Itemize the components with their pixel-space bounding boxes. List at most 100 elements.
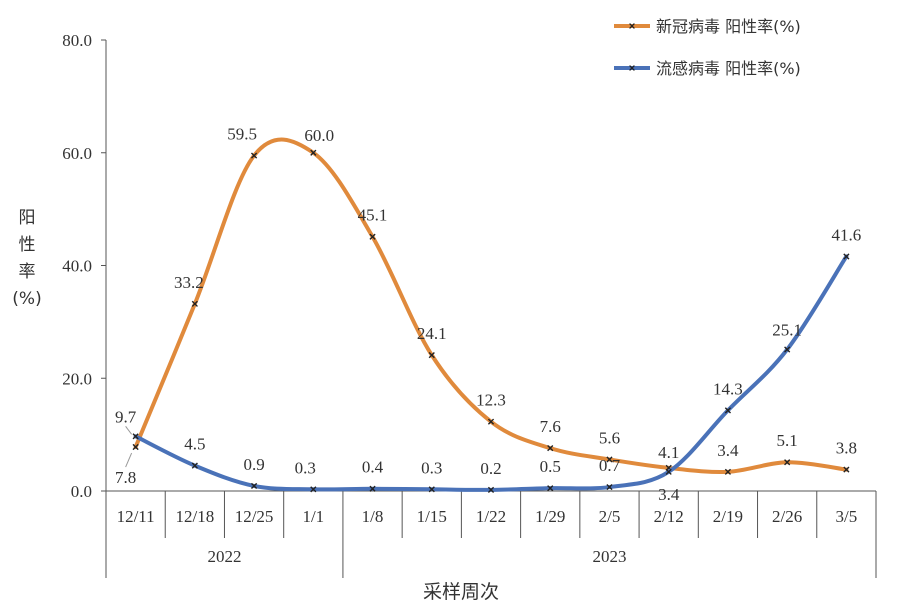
covid-data-label: 59.5 bbox=[227, 125, 257, 144]
year-label: 2023 bbox=[592, 547, 626, 566]
covid-data-label: 33.2 bbox=[174, 273, 204, 292]
marker-stroke bbox=[724, 407, 732, 414]
x-tick-label: 2/19 bbox=[713, 507, 743, 526]
series-layer bbox=[132, 137, 850, 493]
axes: 0.0 20.0 40.0 60.0 80.0 12/11 12/18 12/25 1/1 1/8… bbox=[12, 31, 877, 603]
marker-stroke bbox=[547, 485, 554, 492]
flu-data-label: 41.6 bbox=[832, 225, 862, 244]
marker-stroke bbox=[487, 418, 495, 425]
flu-marker bbox=[132, 433, 139, 440]
marker-stroke bbox=[250, 152, 258, 159]
marker-stroke bbox=[724, 468, 732, 475]
marker-stroke bbox=[428, 352, 435, 359]
marker-stroke bbox=[191, 462, 198, 469]
covid-series-line bbox=[133, 137, 849, 475]
flu-marker bbox=[724, 407, 732, 414]
flu-marker bbox=[547, 485, 554, 492]
flu-data-label: 0.7 bbox=[599, 456, 621, 475]
marker-stroke bbox=[784, 346, 791, 353]
covid-data-label: 24.1 bbox=[417, 324, 447, 343]
flu-marker bbox=[369, 485, 376, 492]
legend: 新冠病毒 阳性率(%) 流感病毒 阳性率(%) bbox=[614, 17, 801, 78]
covid-marker bbox=[132, 443, 139, 451]
flu-data-label: 25.1 bbox=[772, 320, 802, 339]
x-tick-label: 1/22 bbox=[476, 507, 506, 526]
marker-stroke bbox=[843, 466, 850, 473]
x-tick-label: 2/5 bbox=[599, 507, 621, 526]
y-axis-title: 阳性率(%) bbox=[12, 208, 41, 309]
marker-stroke bbox=[310, 149, 317, 156]
y-tick-label: 60.0 bbox=[62, 144, 92, 163]
covid-marker bbox=[428, 352, 435, 359]
marker-stroke bbox=[665, 468, 672, 475]
flu-data-label: 0.5 bbox=[540, 457, 561, 476]
flu-marker bbox=[843, 253, 850, 260]
y-tick-label: 40.0 bbox=[62, 257, 92, 276]
marker-stroke bbox=[428, 486, 435, 493]
x-tick-label: 1/8 bbox=[362, 507, 384, 526]
covid-marker bbox=[606, 456, 613, 463]
marker-stroke bbox=[369, 485, 376, 492]
covid-marker bbox=[369, 233, 376, 240]
flu-marker bbox=[250, 482, 258, 490]
marker-stroke bbox=[843, 253, 850, 260]
covid-marker bbox=[250, 152, 258, 159]
flu-series-line bbox=[133, 254, 849, 492]
x-tick-label: 2/26 bbox=[772, 507, 802, 526]
x-tick-label: 3/5 bbox=[836, 507, 858, 526]
legend-entry: 新冠病毒 阳性率(%) bbox=[656, 17, 801, 36]
flu-data-label: 0.3 bbox=[421, 458, 442, 477]
covid-marker bbox=[724, 468, 732, 475]
covid-marker bbox=[784, 459, 791, 466]
covid-marker bbox=[310, 149, 317, 156]
covid-data-label: 3.4 bbox=[717, 441, 739, 460]
marker-stroke bbox=[784, 459, 791, 466]
marker-stroke bbox=[547, 445, 554, 452]
x-tick-label: 12/25 bbox=[235, 507, 274, 526]
flu-marker bbox=[310, 486, 317, 493]
marker-stroke bbox=[132, 443, 139, 451]
y-tick-label: 20.0 bbox=[62, 369, 92, 388]
flu-marker bbox=[487, 486, 495, 493]
x-tick-label: 12/18 bbox=[175, 507, 214, 526]
flu-marker bbox=[606, 483, 613, 491]
x-axis-title: 采样周次 bbox=[423, 581, 499, 603]
flu-marker bbox=[665, 468, 672, 475]
covid-data-label: 45.1 bbox=[358, 206, 388, 225]
flu-data-label: 0.2 bbox=[480, 459, 501, 478]
covid-data-label: 3.8 bbox=[836, 439, 857, 458]
marker-stroke bbox=[606, 456, 613, 463]
y-tick-label: 0.0 bbox=[71, 482, 92, 501]
covid-data-label: 7.8 bbox=[115, 468, 136, 487]
covid-data-label: 5.1 bbox=[777, 431, 798, 450]
leader-line bbox=[125, 452, 133, 468]
flu-data-label: 14.3 bbox=[713, 379, 743, 398]
marker-stroke bbox=[487, 486, 495, 493]
covid-data-label: 12.3 bbox=[476, 391, 506, 410]
x-tick-label: 1/1 bbox=[302, 507, 324, 526]
marker-stroke bbox=[606, 483, 613, 491]
flu-data-label: 4.5 bbox=[184, 435, 205, 454]
covid-data-label: 4.1 bbox=[658, 443, 679, 462]
x-tick-label: 12/11 bbox=[117, 507, 155, 526]
x-tick-label: 1/29 bbox=[535, 507, 565, 526]
flu-marker bbox=[784, 346, 791, 353]
leader-line bbox=[125, 426, 133, 435]
year-label: 2022 bbox=[207, 547, 241, 566]
legend-marker bbox=[629, 65, 635, 71]
data-labels: 7.8 33.2 59.5 60.0 45.1 24.1 12.3 7.6 5.6 4.1 3.4 5… bbox=[115, 125, 861, 504]
flu-marker bbox=[428, 486, 435, 493]
covid-marker bbox=[843, 466, 850, 473]
covid-data-label: 7.6 bbox=[540, 417, 561, 436]
legend-marker bbox=[629, 23, 635, 29]
marker-stroke bbox=[369, 233, 376, 240]
covid-marker bbox=[547, 445, 554, 452]
marker-stroke bbox=[310, 486, 317, 493]
legend-entry: 流感病毒 阳性率(%) bbox=[656, 59, 801, 78]
flu-data-label: 3.4 bbox=[658, 485, 680, 504]
covid-data-label: 60.0 bbox=[304, 126, 334, 145]
y-tick-label: 80.0 bbox=[62, 31, 92, 50]
flu-data-label: 9.7 bbox=[115, 407, 137, 426]
flu-marker bbox=[191, 462, 198, 469]
